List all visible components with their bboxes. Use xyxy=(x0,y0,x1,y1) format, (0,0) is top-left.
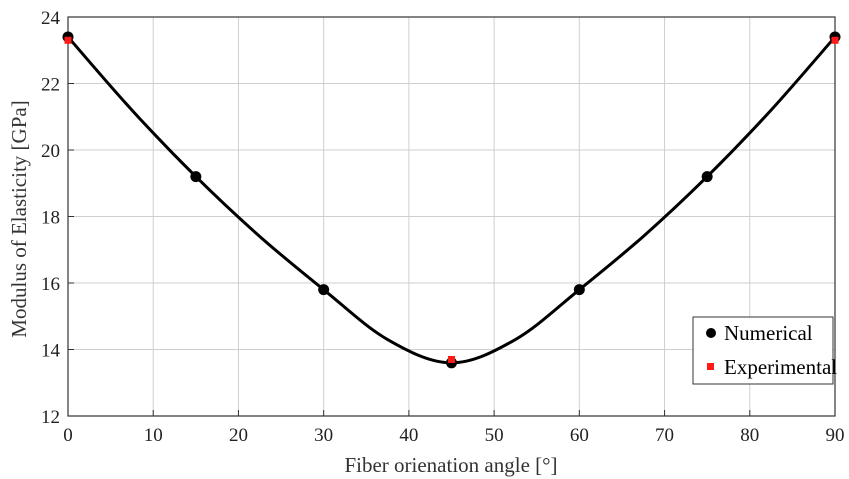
numerical-point xyxy=(318,284,330,296)
x-tick-label: 80 xyxy=(740,425,759,446)
y-tick-label: 24 xyxy=(41,8,61,29)
y-axis: 12 14 16 18 20 22 24 xyxy=(41,8,74,428)
experimental-point xyxy=(831,36,839,44)
x-tick-label: 70 xyxy=(655,425,674,446)
x-tick-label: 0 xyxy=(63,425,73,446)
x-tick-label: 60 xyxy=(570,425,589,446)
numerical-point xyxy=(573,284,585,296)
y-tick-label: 12 xyxy=(41,407,60,428)
x-tick-label: 30 xyxy=(314,425,333,446)
experimental-point xyxy=(64,36,72,44)
numerical-point xyxy=(190,171,202,183)
legend-box xyxy=(692,316,834,385)
x-tick-label: 50 xyxy=(485,425,504,446)
legend: Numerical Experimental xyxy=(692,316,837,385)
experimental-point xyxy=(448,355,455,363)
legend-marker-numerical xyxy=(706,328,716,338)
x-tick-label: 10 xyxy=(144,425,163,446)
y-axis-label: Modulus of Elasticity [GPa] xyxy=(7,100,31,337)
x-axis-label: Fiber orienation angle [°] xyxy=(344,453,557,477)
y-tick-label: 20 xyxy=(41,141,60,162)
x-tick-label: 20 xyxy=(229,425,248,446)
legend-label-numerical: Numerical xyxy=(724,321,813,345)
y-tick-label: 16 xyxy=(41,274,60,295)
y-tick-label: 14 xyxy=(41,341,61,362)
x-tick-label: 40 xyxy=(399,425,418,446)
y-tick-label: 22 xyxy=(41,75,60,96)
x-axis: 0 10 20 30 40 50 60 70 80 90 xyxy=(63,410,845,446)
legend-marker-experimental xyxy=(707,363,714,370)
fit-curve xyxy=(66,35,837,365)
x-tick-label: 90 xyxy=(826,425,845,446)
markers xyxy=(62,31,841,369)
y-tick-label: 18 xyxy=(41,208,60,229)
legend-label-experimental: Experimental xyxy=(724,355,837,379)
numerical-point xyxy=(701,171,713,183)
